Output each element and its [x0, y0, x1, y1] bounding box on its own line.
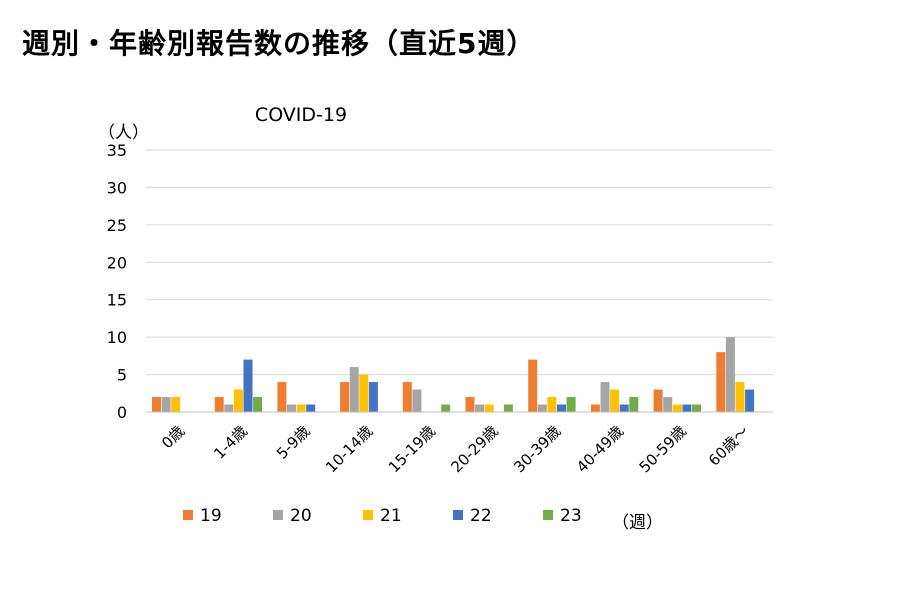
bar [557, 404, 566, 412]
y-tick-label: 20 [107, 253, 127, 272]
bar [368, 382, 378, 412]
bar [306, 404, 316, 412]
legend-swatch [273, 510, 283, 520]
legend-label: 23 [560, 506, 582, 526]
bar [629, 397, 639, 412]
bar [253, 397, 263, 412]
bar [590, 404, 600, 412]
bar [653, 389, 663, 412]
x-tick-label: 1-4歳 [210, 422, 251, 463]
bar [503, 404, 513, 412]
bar [277, 382, 287, 412]
legend-swatch [543, 510, 553, 520]
legend-swatch [363, 510, 373, 520]
bar [547, 397, 557, 412]
bar [465, 397, 475, 412]
bar [349, 367, 359, 412]
bar [682, 404, 692, 412]
bar [725, 337, 735, 412]
gridlines [146, 149, 773, 376]
bar [610, 389, 620, 412]
bar [745, 389, 755, 412]
bar [287, 404, 296, 412]
bar [214, 397, 224, 412]
y-tick-label: 5 [117, 366, 127, 385]
legend-label: 20 [290, 506, 312, 526]
bar [224, 404, 234, 412]
x-axis-category-labels: 0歳 1-4歳 5-9歳 10-14歳 15-19歳 20-29歳 30-39歳 40-49歳… [158, 422, 752, 476]
bar [663, 397, 673, 412]
legend-label: 21 [380, 506, 402, 526]
y-tick-label: 10 [107, 328, 127, 347]
x-tick-label: 5-9歳 [273, 422, 314, 463]
bar [619, 404, 629, 412]
bar [441, 404, 451, 412]
chart-title: COVID-19 [255, 104, 347, 126]
bar [600, 382, 610, 412]
bar [233, 389, 243, 412]
bar [692, 404, 701, 412]
x-tick-label: 20-29歳 [448, 422, 502, 476]
y-axis-unit-label: （人） [98, 123, 149, 143]
bar [484, 404, 494, 412]
bar [475, 404, 485, 412]
x-tick-label: 40-49歳 [573, 422, 627, 476]
bar [359, 374, 369, 412]
bar [296, 404, 306, 412]
legend-label: 19 [200, 506, 222, 526]
bars [152, 337, 755, 412]
bar [171, 397, 181, 412]
legend-swatch [183, 510, 193, 520]
bar [735, 382, 745, 412]
y-tick-label: 15 [107, 291, 127, 310]
bar [566, 397, 576, 412]
x-tick-label: 50-59歳 [636, 422, 690, 476]
bar [716, 352, 726, 412]
x-tick-label: 15-19歳 [385, 422, 439, 476]
x-tick-label: 0歳 [158, 422, 188, 452]
x-tick-label: 60歳～ [705, 422, 752, 469]
bar [528, 359, 538, 412]
y-tick-label: 35 [107, 141, 127, 160]
bar [243, 359, 253, 412]
bar [152, 397, 161, 412]
legend-label: 22 [470, 506, 492, 526]
y-tick-label: 0 [117, 403, 127, 422]
x-tick-label: 30-39歳 [510, 422, 564, 476]
x-tick-label: 10-14歳 [322, 422, 376, 476]
y-tick-label: 30 [107, 178, 127, 197]
y-tick-label: 25 [107, 216, 127, 235]
bar [402, 382, 412, 412]
bar [340, 382, 350, 412]
bar [412, 389, 422, 412]
bar [672, 404, 682, 412]
y-axis-ticks: 0 5 10 15 20 25 30 35 [107, 141, 127, 422]
page-title: 週別・年齢別報告数の推移（直近5週） [22, 27, 536, 60]
legend: 19 20 21 22 23 [183, 506, 582, 526]
bar [161, 397, 171, 412]
legend-swatch [453, 510, 463, 520]
x-axis-unit-label: （週） [612, 513, 663, 533]
bar [537, 404, 547, 412]
